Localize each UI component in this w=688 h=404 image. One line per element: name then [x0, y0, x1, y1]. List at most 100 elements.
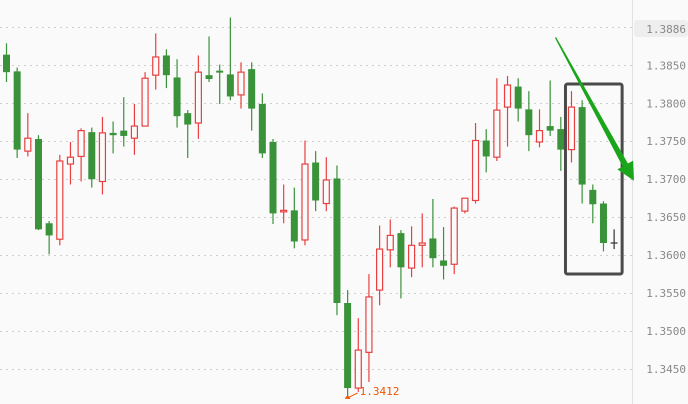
- candle: [525, 91, 533, 152]
- candle-body: [216, 70, 224, 73]
- candle-body: [184, 113, 192, 125]
- candle-body: [280, 209, 288, 213]
- candle: [130, 104, 139, 155]
- candle-body: [269, 142, 277, 214]
- candle-body: [440, 260, 448, 266]
- candle-body: [237, 71, 245, 96]
- candle: [557, 116, 565, 171]
- candle: [482, 129, 490, 173]
- candle: [194, 55, 202, 139]
- candle-body: [365, 296, 373, 353]
- candle-body: [45, 223, 53, 236]
- candle-body: [248, 69, 256, 109]
- candle-body: [471, 139, 480, 202]
- candle-body: [354, 349, 362, 389]
- candle-body: [418, 242, 426, 246]
- candle-body: [205, 75, 213, 79]
- candle-body: [386, 234, 394, 251]
- candle-body: [109, 132, 117, 136]
- candle: [152, 33, 160, 90]
- candle: [24, 113, 32, 157]
- annotations: [344, 36, 634, 399]
- candle-body: [429, 238, 437, 259]
- candle: [120, 97, 128, 147]
- candle: [429, 198, 437, 268]
- y-tick-label: 1.3800: [646, 97, 686, 110]
- candle: [184, 110, 192, 158]
- candle: [514, 78, 522, 122]
- y-tick-label: 1.3700: [646, 173, 686, 186]
- candle-body: [141, 77, 149, 127]
- y-tick-label: 1.3850: [646, 59, 686, 72]
- candle: [397, 230, 405, 299]
- candle-body: [344, 303, 352, 389]
- candle-body: [535, 130, 544, 143]
- y-tick-label: 1.3550: [646, 287, 686, 300]
- candle: [3, 43, 10, 83]
- candle: [589, 184, 597, 224]
- candle-body: [322, 179, 330, 205]
- candle-body: [3, 54, 10, 73]
- low-annotation-label: 1.3412: [360, 385, 400, 398]
- current-price-label: 1.3886: [646, 23, 686, 36]
- candle-body: [120, 130, 128, 136]
- candle: [162, 49, 170, 89]
- candle-body: [312, 162, 320, 201]
- candle-body: [397, 233, 405, 268]
- candle-body: [546, 126, 554, 131]
- candle: [418, 213, 426, 268]
- candle: [45, 220, 53, 255]
- candle: [66, 142, 75, 185]
- candle: [109, 121, 117, 154]
- candle: [280, 184, 288, 224]
- candle-body: [162, 55, 170, 76]
- candle-body: [557, 129, 565, 150]
- candle: [546, 80, 554, 136]
- candle: [407, 226, 416, 278]
- candle: [610, 229, 618, 250]
- candle-body: [589, 189, 597, 205]
- candle: [173, 59, 181, 128]
- candle-body: [24, 137, 32, 152]
- candle-body: [567, 106, 576, 151]
- candle-body: [152, 56, 160, 76]
- candle: [312, 151, 320, 212]
- candle: [503, 75, 512, 147]
- candle: [386, 219, 394, 268]
- candle-body: [194, 71, 202, 124]
- candle-body: [599, 203, 607, 244]
- candle: [344, 290, 352, 398]
- candle: [567, 91, 576, 163]
- candle-body: [77, 130, 85, 158]
- candle: [301, 140, 309, 246]
- candle: [322, 157, 330, 212]
- candle: [141, 72, 149, 127]
- candle-body: [66, 156, 75, 165]
- candle: [77, 128, 85, 182]
- candle: [205, 36, 213, 83]
- candle-body: [13, 71, 21, 150]
- candle-body: [226, 74, 234, 97]
- candle: [226, 17, 234, 101]
- candle: [535, 109, 544, 148]
- candle: [56, 154, 64, 246]
- candle: [376, 225, 384, 306]
- candle: [258, 93, 266, 158]
- candle: [354, 318, 362, 392]
- candle-body: [173, 77, 181, 117]
- candle-body: [34, 138, 42, 230]
- candle-body: [301, 163, 309, 241]
- candle-body: [88, 132, 96, 180]
- candle: [440, 227, 448, 280]
- highlight-box: [563, 82, 624, 276]
- candle: [290, 187, 298, 249]
- candle-body: [525, 109, 533, 136]
- candle-body: [290, 210, 298, 242]
- candle: [248, 62, 256, 131]
- candle: [237, 62, 245, 109]
- candle-body: [407, 244, 416, 269]
- candle: [269, 138, 277, 225]
- candle-body: [482, 140, 490, 157]
- candle: [471, 123, 480, 204]
